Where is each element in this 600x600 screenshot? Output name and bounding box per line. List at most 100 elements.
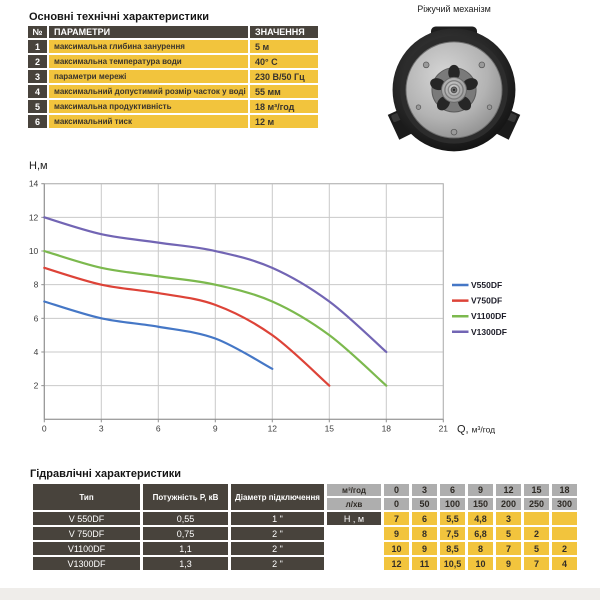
hub: [441, 76, 467, 103]
unit-value: 0: [384, 498, 409, 510]
x-axis-label: Q, м³/год: [457, 423, 495, 435]
col-header-type: Тип: [33, 484, 140, 510]
curve-V750DF: [43, 266, 331, 387]
page-edge-strip: [0, 588, 600, 600]
col-header-diameter: Діаметр підключення: [231, 484, 324, 510]
row-parameter: максимальний допустимий розмір часток у …: [49, 85, 248, 98]
unit-value: 9: [468, 484, 493, 496]
head-value: 10,5: [440, 557, 465, 570]
head-value: 8,5: [440, 542, 465, 555]
cell-type: V1300DF: [33, 557, 140, 570]
header-value: ЗНАЧЕННЯ: [250, 26, 318, 38]
cutting-mechanism-block: Ріжучий механізм: [382, 4, 526, 164]
cell-type: V1100DF: [33, 542, 140, 555]
table-row: 3 параметри мережі 230 В/50 Гц: [28, 70, 318, 83]
unit-value: 18: [552, 484, 577, 496]
technical-characteristics-table: № ПАРАМЕТРИ ЗНАЧЕННЯ 1 максимальна глибин…: [28, 26, 318, 130]
curve-V1100DF: [43, 249, 388, 387]
head-value: 6,8: [468, 527, 493, 540]
head-value: 9: [496, 557, 521, 570]
header-parameter: ПАРАМЕТРИ: [49, 26, 248, 38]
row-value: 5 м: [250, 40, 318, 53]
x-tick-label: 0: [42, 423, 47, 433]
head-value: [524, 512, 549, 525]
x-tick-label: 9: [213, 423, 218, 433]
head-unit-label: Н , м: [327, 512, 381, 525]
row-number: 5: [28, 100, 47, 113]
row-parameter: максимальний тиск: [49, 115, 248, 128]
x-tick-label: 12: [268, 423, 278, 433]
y-tick-label: 14: [29, 179, 39, 189]
unit-label-m3h: м³/год: [327, 484, 381, 496]
cell-type: V 750DF: [33, 527, 140, 540]
head-value: 5,5: [440, 512, 465, 525]
row-number: 2: [28, 55, 47, 68]
head-value: 5: [524, 542, 549, 555]
unit-value: 50: [412, 498, 437, 510]
y-axis-label: Н,м: [29, 160, 48, 172]
cell-type: V 550DF: [33, 512, 140, 525]
head-value: [552, 527, 577, 540]
unit-value: 250: [524, 498, 549, 510]
cell-power: 1,3: [143, 557, 228, 570]
unit-value: 15: [524, 484, 549, 496]
row-number: 4: [28, 85, 47, 98]
head-value: 5: [496, 527, 521, 540]
cell-power: 0,55: [143, 512, 228, 525]
y-tick-label: 2: [34, 381, 39, 391]
unit-value: 6: [440, 484, 465, 496]
head-value: 8: [412, 527, 437, 540]
row-value: 18 м³/год: [250, 100, 318, 113]
hydraulic-characteristics-table: Тип Потужність P, кВ Діаметр підключення м³…: [33, 484, 577, 570]
cell-diameter: 1 ": [231, 512, 324, 525]
table-row: 2 максимальна температура води 40° C: [28, 55, 318, 68]
head-value: 10: [384, 542, 409, 555]
legend-label-V1100DF: V1100DF: [471, 311, 506, 321]
row-number: 3: [28, 70, 47, 83]
head-value: 10: [468, 557, 493, 570]
row-parameter: максимальна температура води: [49, 55, 248, 68]
y-tick-label: 12: [29, 212, 39, 222]
head-value: 7,5: [440, 527, 465, 540]
row-parameter: максимальна глибина занурення: [49, 40, 248, 53]
row-value: 40° C: [250, 55, 318, 68]
legend-label-V750DF: V750DF: [471, 296, 502, 306]
table-row: 1 максимальна глибина занурення 5 м: [28, 40, 318, 53]
legend-label-V1300DF: V1300DF: [471, 327, 507, 337]
curve-V1300DF: [43, 216, 388, 354]
cell-diameter: 2 ": [231, 542, 324, 555]
row-parameter: параметри мережі: [49, 70, 248, 83]
cell-diameter: 2 ": [231, 527, 324, 540]
row-value: 230 В/50 Гц: [250, 70, 318, 83]
head-value: 9: [412, 542, 437, 555]
main-table-title: Основні технічні характеристики: [29, 11, 209, 23]
y-tick-label: 10: [29, 246, 39, 256]
head-value: [552, 512, 577, 525]
unit-value: 3: [412, 484, 437, 496]
disc-bolts: [415, 61, 493, 136]
head-value: 9: [384, 527, 409, 540]
header-number: №: [28, 26, 47, 38]
head-value: 7: [384, 512, 409, 525]
head-value: 11: [412, 557, 437, 570]
row-value: 12 м: [250, 115, 318, 128]
head-value: 4,8: [468, 512, 493, 525]
x-tick-label: 6: [156, 423, 161, 433]
table-row: 5 максимальна продуктивність 18 м³/год: [28, 100, 318, 113]
unit-value: 200: [496, 498, 521, 510]
head-value: 12: [384, 557, 409, 570]
row-value: 55 мм: [250, 85, 318, 98]
unit-value: 300: [552, 498, 577, 510]
head-value: 7: [496, 542, 521, 555]
cell-power: 0,75: [143, 527, 228, 540]
table-row: 4 максимальний допустимий розмір часток у…: [28, 85, 318, 98]
head-value: 2: [524, 527, 549, 540]
table-row: 6 максимальний тиск 12 м: [28, 115, 318, 128]
cutting-mechanism-photo: [387, 26, 521, 152]
photo-caption: Ріжучий механізм: [417, 4, 491, 14]
x-tick-label: 15: [325, 423, 335, 433]
head-value: 6: [412, 512, 437, 525]
head-value: 2: [552, 542, 577, 555]
x-tick-label: 21: [439, 423, 449, 433]
